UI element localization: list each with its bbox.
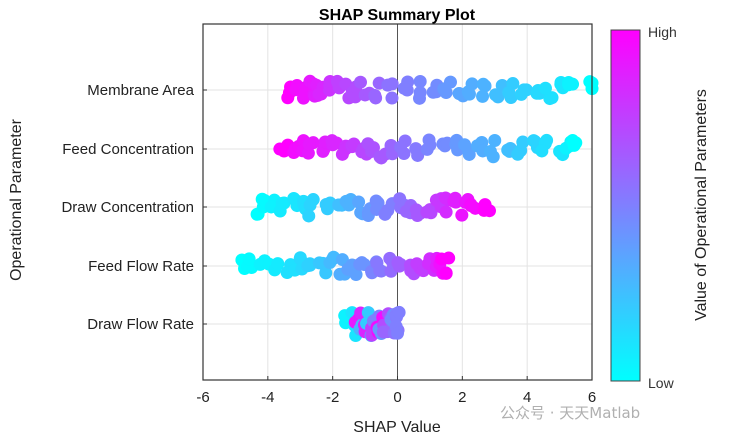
shap-point [447,194,461,208]
shap-point [511,147,525,161]
shap-point [545,91,559,105]
x-tick-label: 2 [458,389,466,406]
x-tick-label: 6 [588,389,596,406]
y-tick-label: Membrane Area [87,82,194,99]
shap-point [378,207,392,221]
x-tick-label: -4 [261,389,274,406]
shap-point [275,196,289,210]
chart-title: SHAP Summary Plot [319,7,476,24]
shap-point [502,85,516,99]
shap-point [477,203,491,217]
shap-point [567,138,581,152]
shap-point [420,142,434,156]
shap-point [420,205,434,219]
y-tick-label: Draw Flow Rate [87,316,194,333]
colorbar [610,29,641,382]
shap-point [302,209,316,223]
colorbar-high-label: High [648,24,677,40]
shap-point [439,205,453,219]
shap-point [302,137,316,151]
shap-point [335,253,349,267]
shap-point [392,305,406,319]
shap-point [413,74,427,88]
shap-point [516,135,530,149]
shap-point [562,78,576,92]
shap-point [349,268,363,282]
shap-point [319,266,333,280]
shap-point [399,204,413,218]
shap-point [411,148,425,162]
shap-point [397,81,411,95]
y-tick-label: Feed Flow Rate [88,258,194,275]
shap-point [361,137,375,151]
shap-point [271,257,285,271]
shap-point [455,208,469,222]
shap-point [312,256,326,270]
x-tick-label: -6 [196,389,209,406]
y-tick-label: Draw Concentration [61,199,194,216]
x-tick-label: 0 [393,389,401,406]
watermark: 公众号 · 天天Matlab [500,404,641,422]
shap-point [458,138,472,152]
shap-point [347,137,361,151]
shap-point [353,257,367,271]
shap-point [391,256,405,270]
shap-point [476,89,490,103]
y-axis-label: Operational Parameter [8,118,25,281]
shap-point [514,87,528,101]
shap-point [439,266,453,280]
colorbar-low-label: Low [648,375,675,391]
shap-point [488,133,502,147]
shap-point [535,144,549,158]
shap-point [464,199,478,213]
shap-point [437,82,451,96]
shap-point [486,150,500,164]
shap-point [376,325,390,339]
shap-point [489,88,503,102]
shap-point [538,81,552,95]
shap-point [476,77,490,91]
x-axis-label: SHAP Value [353,419,441,436]
shap-point [385,91,399,105]
shap-point [303,198,317,212]
x-tick-label: 4 [523,389,531,406]
shap-point [435,252,449,266]
shap-point [242,252,256,266]
shap-point [301,259,315,273]
shap-point [528,135,542,149]
colorbar-label: Value of Operational Parameters [693,89,710,321]
shap-point [385,77,399,91]
shap-point [312,87,326,101]
shap-point [373,264,387,278]
points [235,74,599,343]
shap-point [462,87,476,101]
shap-point [352,195,366,209]
x-tick-label: -2 [326,389,339,406]
shap-point [413,86,427,100]
shap-point [462,147,476,161]
shap-point [394,140,408,154]
shap-point [353,75,367,89]
shap-point [369,91,383,105]
shap-point [409,203,423,217]
shap-point [391,326,405,340]
y-tick-label: Feed Concentration [62,141,194,158]
